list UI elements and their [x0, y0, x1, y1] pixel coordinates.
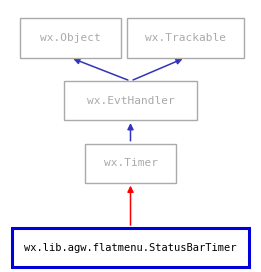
Bar	[20, 18, 121, 58]
Text: wx.lib.agw.flatmenu.StatusBarTimer: wx.lib.agw.flatmenu.StatusBarTimer	[24, 243, 237, 252]
Text: wx.Trackable: wx.Trackable	[145, 33, 226, 43]
Text: wx.EvtHandler: wx.EvtHandler	[87, 96, 174, 106]
Bar	[64, 81, 197, 120]
Bar	[12, 228, 249, 267]
Bar	[127, 18, 244, 58]
Text: wx.Timer: wx.Timer	[104, 158, 157, 168]
Bar	[85, 144, 176, 183]
Text: wx.Object: wx.Object	[40, 33, 101, 43]
